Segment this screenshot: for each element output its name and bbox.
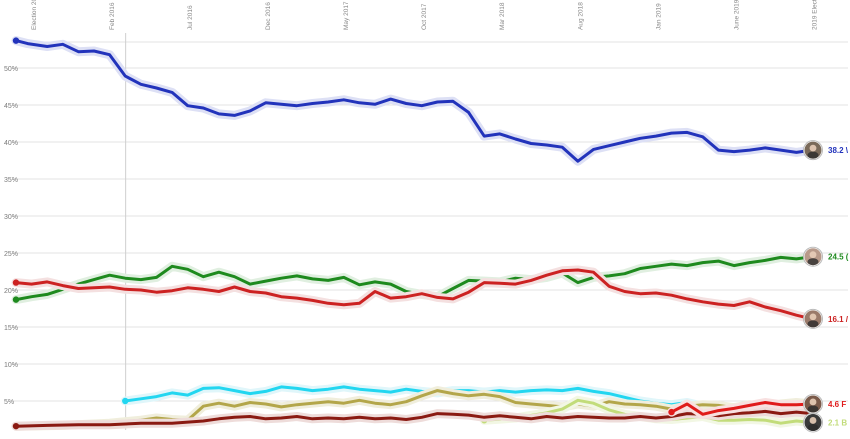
endpoint-red-brexit[interactable]: 4.6 F xyxy=(803,393,847,414)
x-tick-label: Jul 2016 xyxy=(187,5,194,30)
series-line-blue xyxy=(14,39,814,163)
series-start-dot-red-brexit xyxy=(668,408,675,416)
end-value-label: 24.5 ( xyxy=(828,253,849,262)
y-tick-label: 25% xyxy=(4,251,18,258)
series-start-dot-cyan xyxy=(122,397,129,405)
end-value-label: 38.2 \ xyxy=(828,146,849,155)
avatar-face xyxy=(809,313,817,321)
x-tick-label: 2019 Election xyxy=(811,0,818,30)
endpoint-lightgreen[interactable]: 2.1 B xyxy=(803,412,848,433)
avatar-shoulders xyxy=(807,320,819,328)
endpoint-red[interactable]: 16.1 / xyxy=(803,308,849,329)
endpoint-blue[interactable]: 38.2 \ xyxy=(803,140,849,161)
series-start-dot-darkred xyxy=(12,422,20,430)
avatar-face xyxy=(809,417,817,424)
series-start-dot-green xyxy=(12,296,20,303)
avatar-face xyxy=(809,398,817,406)
y-tick-label: 40% xyxy=(4,140,18,147)
series-start-dot-red xyxy=(12,279,20,286)
grid-layer xyxy=(14,33,848,430)
x-tick-label: Oct 2017 xyxy=(421,3,428,30)
x-axis-ticks: Election 2015 Feb 2016 Jul 2016 Dec 2016 May… xyxy=(31,0,818,30)
x-tick-label: Jan 2019 xyxy=(655,3,662,30)
end-value-label: 2.1 B xyxy=(828,418,847,427)
series-line-red xyxy=(14,268,814,321)
avatar-shoulders xyxy=(807,258,819,266)
avatar-face xyxy=(809,251,817,259)
end-value-label: 16.1 / xyxy=(828,315,849,324)
x-tick-label: June 2019 xyxy=(733,0,740,30)
endpoint-layer: 38.2 \ 24.5 ( 16.1 / 2.1 B 4.6 F xyxy=(803,140,849,433)
x-tick-label: May 2017 xyxy=(343,1,350,30)
y-tick-label: 45% xyxy=(4,103,18,110)
series-start-dot-blue xyxy=(12,37,20,44)
avatar-shoulders xyxy=(807,151,819,159)
y-axis-ticks: 5% 10% 15% 20% 25% 30% 35% 40% 45% 50% xyxy=(4,66,18,406)
series-layer xyxy=(11,36,817,431)
y-tick-label: 20% xyxy=(4,288,18,295)
y-tick-label: 30% xyxy=(4,214,18,221)
y-tick-label: 5% xyxy=(4,399,14,406)
series-line-red-brexit xyxy=(670,401,814,416)
y-tick-label: 15% xyxy=(4,325,18,332)
end-value-label: 4.6 F xyxy=(828,400,846,409)
endpoint-green[interactable]: 24.5 ( xyxy=(803,246,849,267)
x-tick-label: Dec 2016 xyxy=(265,2,272,30)
x-tick-label: Mar 2018 xyxy=(499,2,506,30)
avatar-face xyxy=(809,144,817,152)
x-tick-label: Feb 2016 xyxy=(109,2,116,30)
series-halo-blue xyxy=(11,36,817,166)
x-tick-label: Election 2015 xyxy=(31,0,38,30)
avatar-shoulders xyxy=(807,405,819,413)
avatar-shoulders xyxy=(807,423,819,431)
x-tick-label: Aug 2018 xyxy=(577,2,584,30)
y-tick-label: 10% xyxy=(4,362,18,369)
y-tick-label: 50% xyxy=(4,66,18,73)
y-tick-label: 35% xyxy=(4,177,18,184)
